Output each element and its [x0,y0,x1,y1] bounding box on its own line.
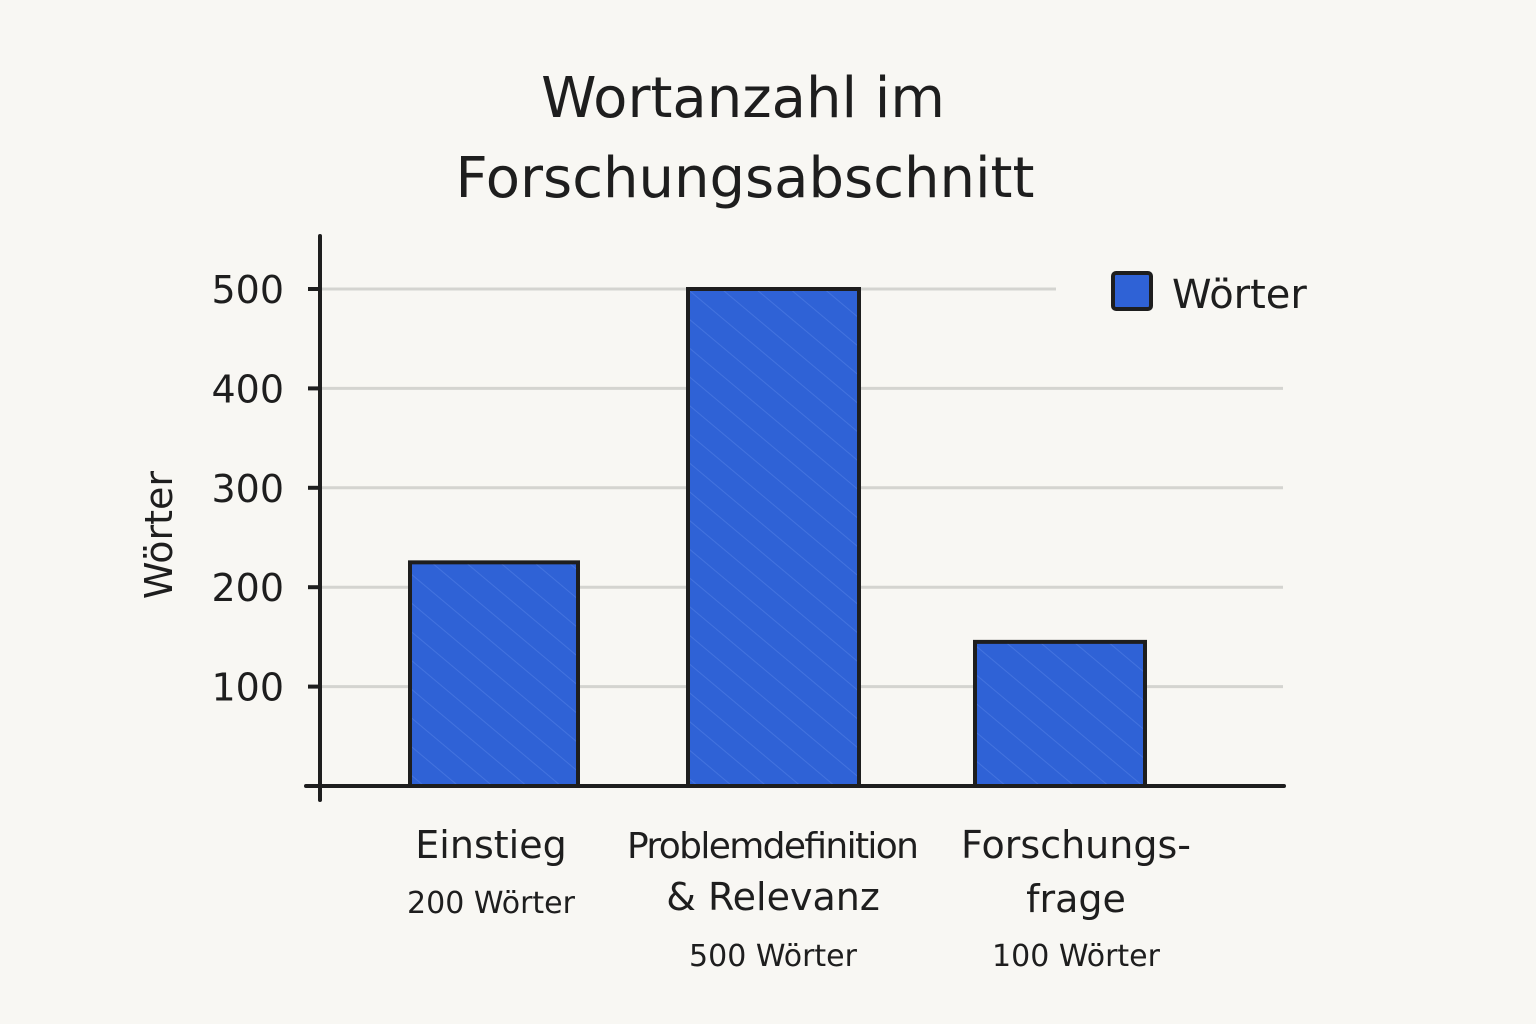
legend-label: Wörter [1172,272,1307,318]
chart-title: Wortanzahl im Forschungsabschnitt [456,66,1035,211]
title-line-2: Forschungsabschnitt [456,146,1035,211]
category-label-1: Einstieg 200 Wörter [407,823,576,921]
category-name: Forschungs- [961,823,1191,867]
category-name: Einstieg [415,823,566,867]
bar-texture [688,289,859,786]
legend-swatch [1111,271,1153,311]
bar-1 [408,560,580,788]
y-tick-label: 300 [211,467,284,511]
category-label-3: Forschungs-frage 100 Wörter [961,823,1191,974]
y-tick-labels: 100 200 300 400 500 [211,268,284,710]
category-word-count: 500 Wörter [689,939,858,974]
bar-texture [975,641,1145,786]
legend: Wörter [1111,271,1307,318]
y-tick-label: 500 [211,268,284,312]
y-tick-label: 200 [211,566,284,610]
y-axis-label: Wörter [137,471,181,599]
bar-3 [973,639,1147,788]
category-name: frage [1026,877,1126,921]
x-category-labels: Einstieg 200 Wörter Problemdefinition & Rel… [407,823,1191,974]
y-tick-label: 400 [211,367,284,411]
y-tick-label: 100 [211,666,284,710]
category-label-2: Problemdefinition & Relevanz 500 Wörter [627,826,919,974]
bars [408,287,1147,788]
category-word-count: 100 Wörter [992,939,1161,974]
category-name: Problemdefinition [627,826,919,867]
bar-texture [410,562,578,786]
title-line-1: Wortanzahl im [541,66,945,131]
bar-2 [686,287,861,788]
category-word-count: 200 Wörter [407,886,576,921]
category-name: & Relevanz [666,875,880,919]
axes [304,234,1286,802]
